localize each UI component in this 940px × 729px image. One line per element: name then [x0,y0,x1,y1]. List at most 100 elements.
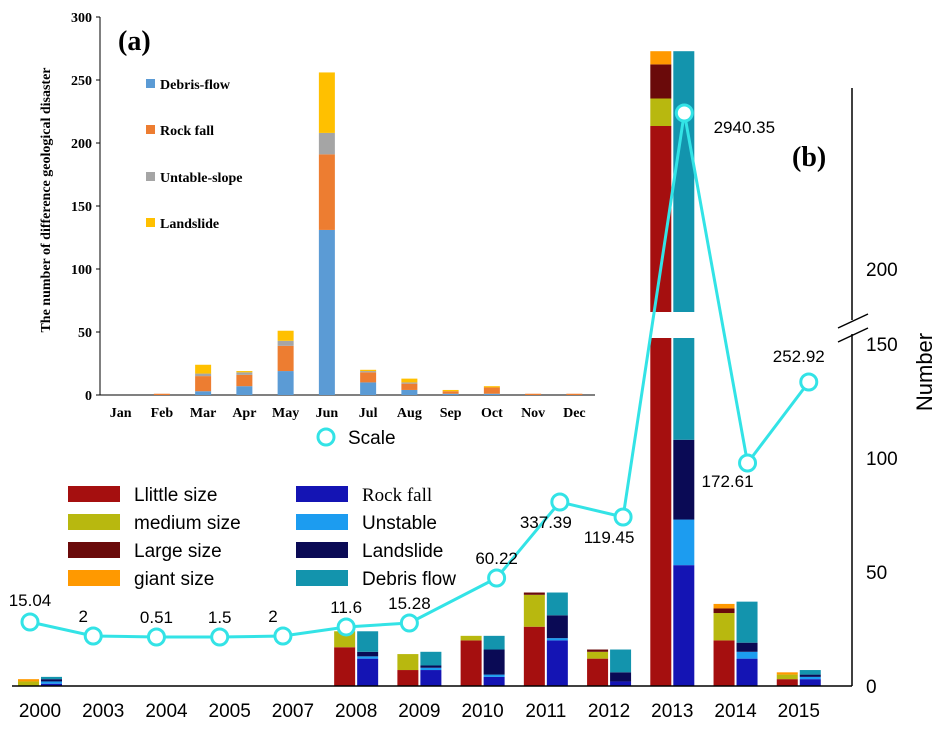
scale-point [146,627,166,647]
panel-a-x-ticks: Jan Feb Mar Apr May Jun Jul Aug Sep Oct Nov Dec [110,406,586,421]
panel-a-x-tick-label: Aug [397,406,422,421]
panel-a-bar-segment [318,154,335,230]
scale-point [738,453,758,473]
panel-a-bar-segment [153,393,170,395]
panel-a-bar-segment [277,340,294,346]
panel-a-x-tick-label: Mar [190,406,216,421]
panel-b-y-tick-label: 50 [866,563,887,584]
panel-a-bar-segment [236,374,253,387]
scale-point [20,612,40,632]
panel-b-bar-segment [776,679,798,686]
panel-b-bar-segment [736,601,758,643]
panel-a-label: (a) [118,26,151,57]
legend-size-label: medium size [134,513,241,534]
scale-point [336,617,356,637]
panel-b-y-tick-label: 200 [866,260,898,281]
panel-a-bar-segment [360,371,377,373]
scale-data-label: 2940.35 [714,118,775,137]
panel-b-bar-segment [776,672,798,675]
panel-b-bar-segment [673,519,695,566]
panel-a-bar-segment [442,391,459,394]
panel-b-bar-segment [736,658,758,686]
panel-b-bar-segment [799,670,821,675]
scale-point [210,627,230,647]
panel-a-legend: Debris-flow Rock fall Untable-slope Landsli… [146,78,242,232]
panel-b-x-tick-label: 2012 [588,701,630,722]
panel-a-bar-segment [401,389,418,395]
panel-b-bar-segment [483,649,505,675]
panel-a-x-tick-label: Apr [232,406,256,421]
panel-b-bar-segment [610,672,632,682]
panel-b-bar-segment [18,681,39,686]
panel-b-bar-segment [650,126,672,686]
legend-type-label: Landslide [362,541,443,562]
panel-b-x-tick-label: 2015 [778,701,820,722]
panel-b-bars [18,51,821,686]
panel-b-x-tick-label: 2005 [209,701,251,722]
scale-point [487,568,507,588]
panel-a-bar-segment [525,393,542,395]
panel-b-x-tick-label: 2009 [398,701,440,722]
panel-a-bar-segment [318,72,335,133]
scale-data-label: 119.45 [584,528,635,547]
legend-type-label: Debris flow [362,569,456,590]
panel-b-bar-segment [546,638,568,641]
panel-b-bar-segment [713,603,735,609]
panel-a-bar-segment [236,372,253,375]
panel-a-x-tick-label: Nov [521,406,545,421]
scale-data-label: 60.22 [475,549,518,568]
panel-b-bar-segment [650,64,672,99]
panel-b-bar-segment [357,656,379,659]
panel-b-bar-segment [610,649,632,673]
panel-a-x-tick-label: Oct [481,406,503,421]
panel-a-legend-swatch [146,125,155,134]
panel-b-x-tick-label: 2000 [19,701,61,722]
panel-b-bar-segment [546,592,568,616]
panel-b-bar-segment [546,640,568,686]
panel-a-bar-segment [483,387,500,394]
panel-b-axis-break-gap [647,312,698,338]
legend-size-label: giant size [134,569,214,590]
panel-a-legend-swatch [146,79,155,88]
panel-a-x-tick-label: Feb [151,406,174,421]
scale-point [550,492,570,512]
legend-scale-marker [316,427,336,447]
panel-b-x-tick-label: 2008 [335,701,377,722]
panel-b-axes [12,88,869,687]
panel-a-bar-segment [318,229,335,395]
scale-point [613,507,633,527]
panel-a-bar-segment [236,371,253,373]
panel-a-bar-segment [277,330,294,341]
panel-b-y-ticks: 0 50 100 150 200 [866,260,898,698]
legend-scale-label: Scale [348,428,396,449]
panel-b-bar-segment [673,439,695,520]
panel-b-bar-segment [587,651,609,659]
panel-a-bar-segment [483,393,500,395]
panel-b-bar-segment [799,679,821,686]
panel-b-bar-segment [736,642,758,652]
panel-a-y-tick-label: 250 [71,74,92,89]
panel-a-bar-segment [318,132,335,155]
panel-b-bar-segment [420,665,442,668]
scale-data-label: 2 [268,607,277,626]
panel-b-x-ticks: 2000 2003 2004 2005 2007 2008 2009 2010 2011 2012… [19,701,820,722]
panel-b-label: (b) [792,142,826,173]
scale-point [799,372,819,392]
panel-b-x-tick-label: 2003 [82,701,124,722]
scale-data-label: 2 [78,607,87,626]
panel-a-bar-segment [195,391,212,395]
panel-a-bar-segment [401,383,418,390]
panel-a-bar-segment [195,376,212,392]
scale-data-label: 252.92 [773,347,825,366]
panel-b-bar-segment [397,670,419,686]
scale-data-label: 15.04 [9,591,52,610]
panel-a-bar-segment [566,393,583,395]
legend-size-swatch [68,570,120,586]
legend-type-label: Unstable [362,513,437,534]
panel-b-bar-segment [397,654,419,671]
panel-b-x-tick-label: 2004 [145,701,188,722]
panel-b-bar-segment [713,640,735,686]
panel-a-bar-segment [360,369,377,372]
panel-b-yearly-chart: (b) Number 2000 2003 2004 2005 2007 2008 2009 2… [9,51,937,722]
